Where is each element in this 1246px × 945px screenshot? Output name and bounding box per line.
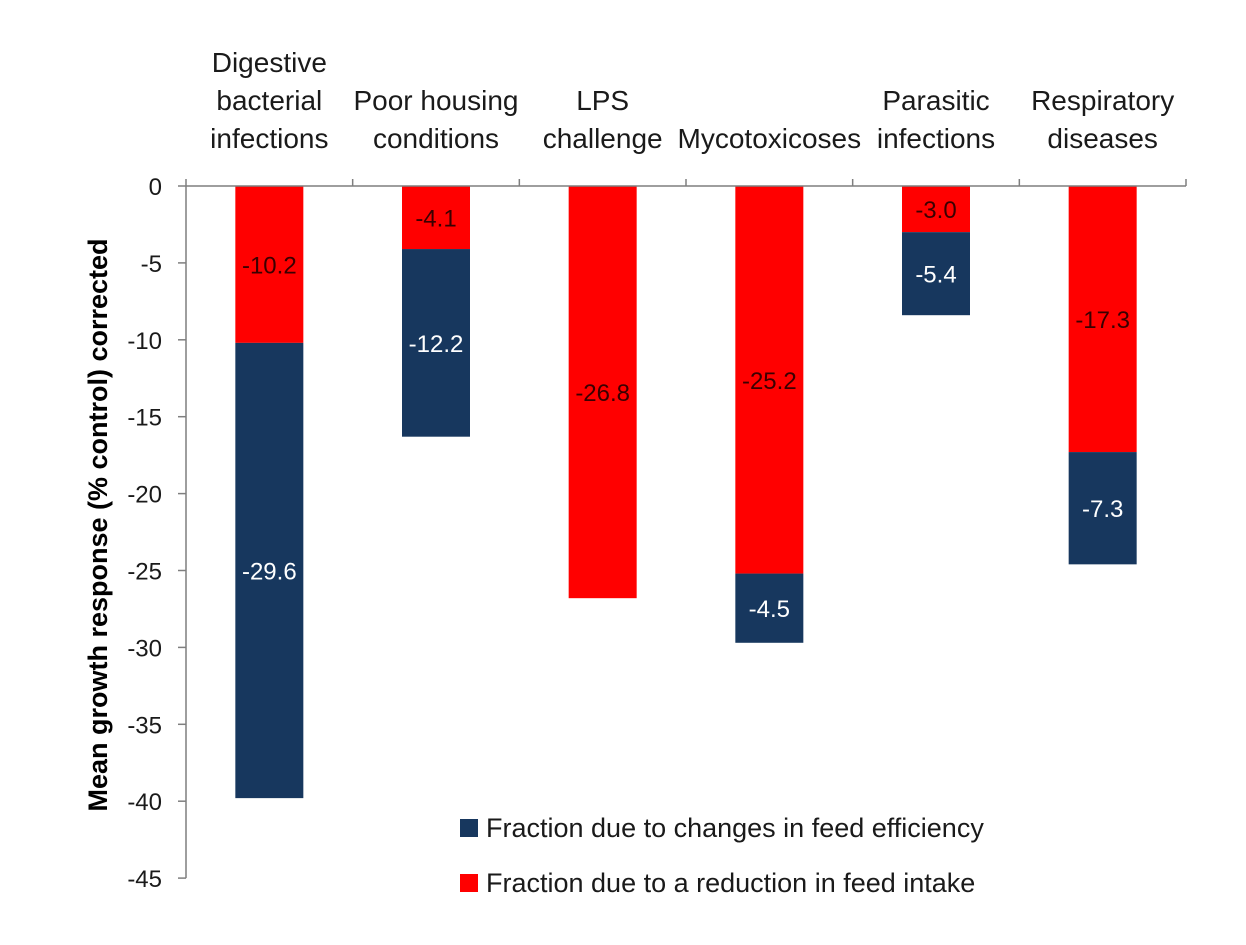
bar-segment-series0-cat2 <box>568 186 637 599</box>
category-label-line: Respiratory <box>1031 85 1174 116</box>
category-label-line: infections <box>877 123 995 154</box>
bars-layer <box>235 186 1137 799</box>
category-label-line: challenge <box>543 123 663 154</box>
data-label-series0-cat1: -4.1 <box>415 206 456 233</box>
category-labels: Digestive bacterial infections Poor housing… <box>210 47 1174 154</box>
bar-segment-series1-cat1 <box>402 249 470 437</box>
y-tick-label: -35 <box>127 712 162 739</box>
y-axis-title: Mean growth response (% control) correct… <box>83 238 113 811</box>
bar-segment-series1-cat5 <box>1068 452 1137 565</box>
data-label-series0-cat5: -17.3 <box>1075 307 1130 334</box>
category-label: Poor housing conditions <box>353 85 518 154</box>
y-tick-label: -45 <box>127 866 162 893</box>
y-tick-label: -25 <box>127 559 162 586</box>
category-label-line: conditions <box>373 123 499 154</box>
category-label: Digestive bacterial infections <box>210 47 328 154</box>
legend: Fraction due to changes in feed efficien… <box>460 813 984 898</box>
legend-swatch <box>460 819 478 837</box>
y-tick-label: -30 <box>127 635 162 662</box>
bar-segment-series0-cat3 <box>735 186 804 574</box>
data-label-series1-cat4: -5.4 <box>915 262 956 289</box>
category-label-line: Digestive <box>212 47 327 78</box>
category-label-line: diseases <box>1047 123 1158 154</box>
data-label-series1-cat0: -29.6 <box>242 559 297 586</box>
legend-label: Fraction due to changes in feed efficien… <box>486 813 984 843</box>
category-label-line: bacterial <box>216 85 322 116</box>
data-label-series0-cat2: -26.8 <box>575 380 630 407</box>
y-tick-label: -40 <box>127 789 162 816</box>
category-label: Parasitic infections <box>877 85 995 154</box>
data-label-series1-cat3: -4.5 <box>749 596 790 623</box>
category-label: LPS challenge <box>543 85 663 154</box>
legend-label: Fraction due to a reduction in feed inta… <box>486 868 975 898</box>
data-label-series1-cat1: -12.2 <box>409 331 464 358</box>
data-label-series0-cat4: -3.0 <box>915 197 956 224</box>
bar-segment-series0-cat4 <box>902 186 970 233</box>
category-label: Mycotoxicoses <box>678 123 862 154</box>
category-label-line: Poor housing <box>353 85 518 116</box>
bar-segment-series1-cat4 <box>902 232 970 316</box>
data-label-series1-cat5: -7.3 <box>1082 496 1123 523</box>
data-labels: -10.2 -29.6 -4.1 -12.2 -26.8 -25.2 -4.5 -3.0 -5.… <box>242 197 1130 623</box>
bar-segment-series1-cat0 <box>235 342 304 799</box>
category-label-line: Mycotoxicoses <box>678 123 862 154</box>
y-tick-label: 0 <box>149 174 162 201</box>
bar-segment-series1-cat3 <box>735 573 804 643</box>
bar-segment-series0-cat0 <box>235 186 304 343</box>
data-label-series0-cat3: -25.2 <box>742 368 797 395</box>
axes-layer: 0 -5 -10 -15 -20 -25 -30 -35 -40 -45 <box>127 174 1187 893</box>
category-label-line: infections <box>210 123 328 154</box>
data-label-series0-cat0: -10.2 <box>242 252 297 279</box>
bar-segment-series0-cat5 <box>1068 186 1137 453</box>
legend-swatch <box>460 874 478 892</box>
category-label-line: LPS <box>576 85 629 116</box>
y-tick-label: -10 <box>127 328 162 355</box>
y-tick-label: -15 <box>127 405 162 432</box>
y-tick-label: -20 <box>127 482 162 509</box>
y-tick-label: -5 <box>141 251 162 278</box>
category-label: Respiratory diseases <box>1031 85 1174 154</box>
category-label-line: Parasitic <box>882 85 989 116</box>
bar-segment-series0-cat1 <box>402 186 470 250</box>
